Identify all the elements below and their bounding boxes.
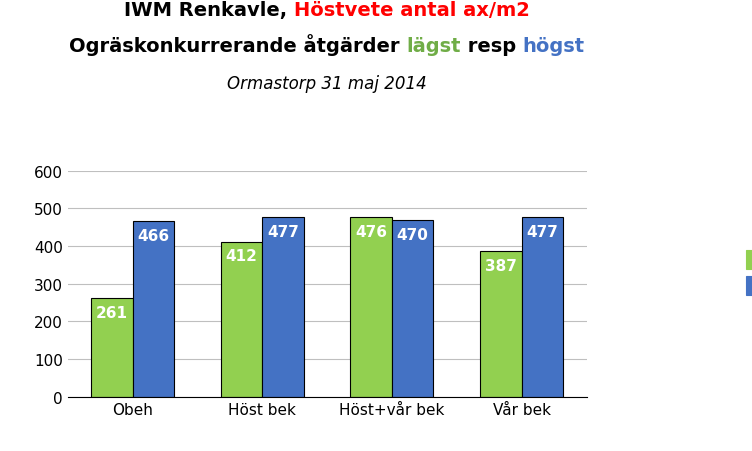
Text: 387: 387 xyxy=(485,258,517,273)
Bar xyxy=(521,217,563,397)
Text: 470: 470 xyxy=(397,227,429,242)
Bar xyxy=(350,218,392,397)
Text: 477: 477 xyxy=(267,224,299,239)
Text: IWM Renkavle,: IWM Renkavle, xyxy=(124,1,294,20)
Text: 476: 476 xyxy=(355,225,387,240)
Text: 466: 466 xyxy=(138,229,169,244)
Text: 261: 261 xyxy=(96,306,128,321)
Bar xyxy=(480,252,521,397)
Text: 477: 477 xyxy=(526,224,558,239)
Text: Ogräskonkurrerande åtgärder: Ogräskonkurrerande åtgärder xyxy=(69,34,407,56)
Legend: Lägst, Högst: Lägst, Högst xyxy=(739,244,752,301)
Text: Höstvete antal ax/m2: Höstvete antal ax/m2 xyxy=(294,1,530,20)
Text: 412: 412 xyxy=(226,249,257,264)
Text: resp: resp xyxy=(461,37,523,56)
Text: lägst: lägst xyxy=(407,37,461,56)
Bar xyxy=(133,222,174,397)
Text: Ormastorp 31 maj 2014: Ormastorp 31 maj 2014 xyxy=(227,74,427,92)
Bar xyxy=(221,242,262,397)
Text: högst: högst xyxy=(523,37,585,56)
Bar xyxy=(262,217,304,397)
Bar xyxy=(91,299,133,397)
Bar xyxy=(392,220,433,397)
